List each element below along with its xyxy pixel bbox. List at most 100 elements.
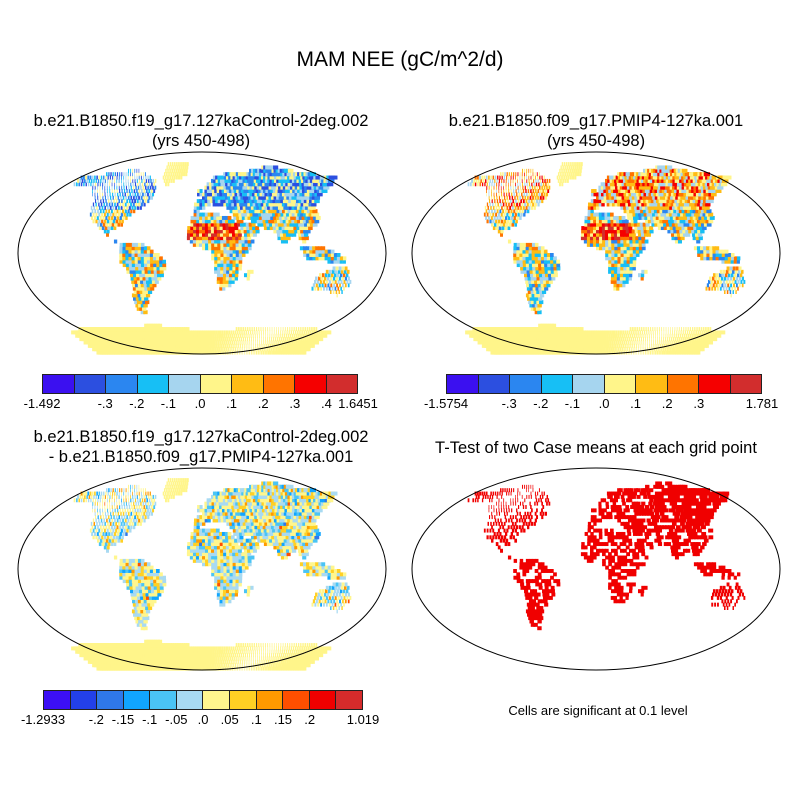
grid-cell <box>237 350 239 355</box>
grid-cell <box>215 199 219 204</box>
grid-cell <box>234 276 238 281</box>
grid-cell <box>186 327 190 332</box>
grid-cell <box>339 259 343 264</box>
grid-cell <box>614 253 619 257</box>
grid-cell <box>237 229 242 234</box>
grid-cell <box>238 347 240 352</box>
panel-3-title-line2: - b.e21.B1850.f09_g17.PMIP4-127ka.001 <box>48 448 354 466</box>
grid-cell <box>590 205 594 210</box>
grid-cell <box>232 182 236 187</box>
grid-cell <box>225 175 230 180</box>
grid-cell <box>564 327 569 332</box>
grid-cell <box>135 303 140 308</box>
grid-cell <box>234 343 236 348</box>
grid-cell <box>120 222 124 227</box>
grid-cell <box>127 182 129 187</box>
grid-cell <box>673 219 679 224</box>
grid-cell <box>243 229 248 234</box>
grid-cell <box>617 347 620 352</box>
grid-cell <box>240 327 242 332</box>
grid-cell <box>247 175 253 180</box>
grid-cell <box>686 222 691 227</box>
grid-cell <box>673 209 678 214</box>
grid-cell <box>131 246 136 251</box>
grid-cell <box>613 343 615 348</box>
grid-cell <box>247 269 251 274</box>
grid-cell <box>578 327 582 332</box>
grid-cell <box>194 202 198 207</box>
grid-cell <box>184 162 187 167</box>
grid-cell <box>607 222 612 227</box>
grid-cell <box>237 209 242 214</box>
grid-cell <box>696 340 700 345</box>
grid-cell <box>207 226 212 231</box>
grid-cell <box>300 343 304 348</box>
grid-cell <box>304 327 307 332</box>
grid-cell <box>104 226 108 231</box>
grid-cell <box>235 242 240 247</box>
grid-cell <box>712 246 717 251</box>
grid-cell <box>698 340 702 345</box>
grid-cell <box>250 189 256 193</box>
grid-cell <box>632 212 637 217</box>
grid-cell <box>680 236 685 241</box>
grid-cell <box>586 242 591 247</box>
grid-cell <box>219 350 222 355</box>
grid-cell <box>521 209 524 214</box>
grid-cell <box>167 182 170 187</box>
grid-cell <box>493 185 495 190</box>
grid-cell <box>663 199 669 204</box>
grid-cell <box>640 337 642 342</box>
grid-cell <box>144 199 147 204</box>
grid-cell <box>610 219 615 224</box>
grid-cell <box>208 337 211 342</box>
grid-cell <box>186 340 190 345</box>
grid-cell <box>685 212 691 217</box>
grid-cell <box>246 226 251 231</box>
grid-cell <box>714 286 717 291</box>
grid-cell <box>137 259 142 264</box>
grid-cell <box>632 266 636 271</box>
grid-cell <box>177 168 180 173</box>
grid-cell <box>601 350 604 355</box>
grid-cell <box>95 202 97 207</box>
grid-cell <box>701 205 707 210</box>
grid-cell <box>239 219 244 224</box>
grid-cell <box>688 205 694 210</box>
grid-cell <box>279 333 281 338</box>
grid-cell <box>683 340 686 345</box>
grid-cell <box>139 273 144 278</box>
grid-cell <box>111 202 114 207</box>
grid-cell <box>241 246 246 251</box>
grid-cell <box>541 286 546 291</box>
grid-cell <box>556 330 561 335</box>
grid-cell <box>129 266 134 271</box>
grid-cell <box>663 330 665 335</box>
grid-cell <box>149 330 154 335</box>
grid-cell <box>205 246 209 251</box>
grid-cell <box>203 347 207 352</box>
grid-cell <box>310 205 316 210</box>
grid-cell <box>510 185 512 190</box>
grid-cell <box>138 195 140 200</box>
grid-cell <box>622 185 626 190</box>
grid-cell <box>530 199 533 204</box>
grid-cell <box>670 340 672 345</box>
grid-cell <box>213 343 216 348</box>
grid-cell <box>715 283 718 288</box>
grid-cell <box>709 283 712 288</box>
grid-cell <box>617 185 621 190</box>
grid-cell <box>283 205 289 210</box>
grid-cell <box>686 337 689 342</box>
grid-cell <box>566 340 570 345</box>
grid-cell <box>598 226 603 231</box>
grid-cell <box>663 205 669 210</box>
grid-cell <box>341 283 344 288</box>
grid-cell <box>674 205 680 210</box>
grid-cell <box>585 347 588 352</box>
grid-cell <box>126 266 131 271</box>
grid-cell <box>107 178 109 183</box>
grid-cell <box>229 182 234 187</box>
grid-cell <box>654 222 659 227</box>
grid-cell <box>616 199 621 204</box>
